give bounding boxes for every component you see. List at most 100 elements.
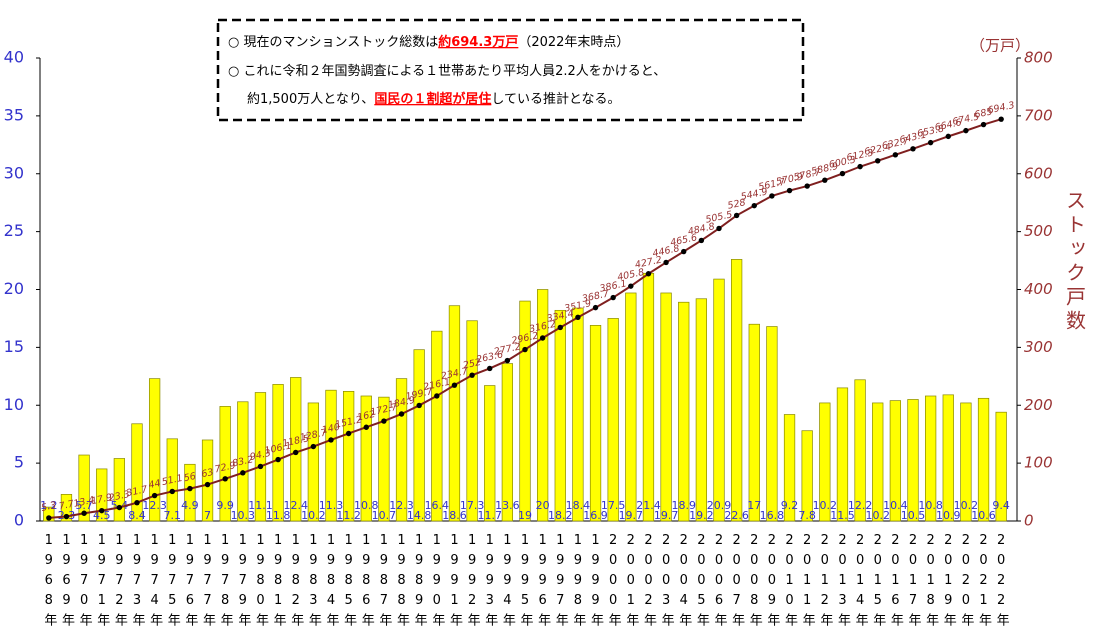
x-tick-label: 1989年 xyxy=(412,533,428,631)
bar xyxy=(642,272,655,522)
stock-point xyxy=(46,515,52,521)
stock-point xyxy=(345,430,352,437)
bar xyxy=(113,458,126,522)
bar-value-label: 16.8 xyxy=(760,509,785,522)
stock-value-label: 17.9 xyxy=(90,492,113,507)
bar-value-label: 18.2 xyxy=(548,509,573,522)
bar-value-label: 18.4 xyxy=(566,499,591,512)
bar xyxy=(378,396,390,522)
x-tick-label: 2005年 xyxy=(694,533,710,631)
x-tick-label: 1994年 xyxy=(500,533,516,631)
x-tick-label: 2008年 xyxy=(747,533,763,631)
x-tick-label: 1993年 xyxy=(482,533,498,631)
x-tick-label: 1991年 xyxy=(447,533,463,631)
bar-value-label: 12.3 xyxy=(389,499,414,512)
stock-point xyxy=(592,304,599,311)
bar xyxy=(995,411,1007,522)
bar xyxy=(554,309,566,522)
stock-point xyxy=(839,170,846,177)
bar xyxy=(60,494,73,522)
bar-value-label: 11.3 xyxy=(319,499,344,512)
bar xyxy=(730,259,743,522)
stock-point xyxy=(645,271,652,277)
bar-value-label: 13.6 xyxy=(495,499,520,512)
x-tick-label: 1969年 xyxy=(59,533,75,631)
stock-point xyxy=(116,504,123,511)
bar xyxy=(960,402,972,522)
stock-point xyxy=(945,133,951,140)
x-tick-label: 2022年 xyxy=(994,533,1010,631)
stock-point xyxy=(663,259,669,266)
stock-value-label: 23.3 xyxy=(108,489,131,504)
x-tick-label: 1998年 xyxy=(570,533,586,631)
stock-point xyxy=(63,513,70,520)
x-tick-label: 2017年 xyxy=(906,533,922,631)
x-tick-label: 1987年 xyxy=(376,533,392,631)
x-tick-label: 2012年 xyxy=(817,533,833,631)
annotation-text: している推計となる。 xyxy=(491,91,620,107)
y2-tick-label: 100 xyxy=(1024,454,1053,472)
x-tick-label: 1971年 xyxy=(94,533,110,631)
bar xyxy=(766,326,778,522)
bar-value-label: 10.5 xyxy=(901,509,926,522)
bar-value-label: 11.5 xyxy=(830,509,855,522)
bar-value-label: 19.7 xyxy=(654,509,679,522)
stock-point xyxy=(875,158,881,164)
y2-tick-label: 300 xyxy=(1024,338,1053,356)
annotation-line: ○ これに令和２年国勢調査による１世帯あたり平均人員2.2人をかけると、 xyxy=(228,64,666,79)
bar xyxy=(748,323,760,522)
bar xyxy=(783,414,796,522)
stock-value-label: 51.1 xyxy=(161,473,184,488)
stock-point xyxy=(99,507,105,514)
stock-point xyxy=(522,346,528,353)
x-tick-label: 1996年 xyxy=(535,533,551,631)
stock-point xyxy=(963,127,969,134)
bar-value-label: 22.6 xyxy=(724,509,749,522)
bar xyxy=(290,377,302,522)
bar xyxy=(660,292,672,522)
bar xyxy=(307,402,320,522)
x-tick-label: 1990年 xyxy=(429,533,445,631)
bar xyxy=(272,384,284,522)
stock-value-label: 31.7 xyxy=(126,484,149,499)
x-tick-label: 2000年 xyxy=(606,533,622,631)
bar-value-label: 12.4 xyxy=(283,499,308,512)
stock-point xyxy=(804,183,810,189)
y2-tick-label: 700 xyxy=(1024,106,1053,124)
stock-point xyxy=(151,492,158,499)
stock-point xyxy=(857,163,863,170)
bar-value-label: 11.1 xyxy=(248,499,273,512)
stock-point xyxy=(134,499,140,506)
annotation-text: ○ 現在のマンションストック総数は xyxy=(228,35,438,50)
y2-tick-label: 0 xyxy=(1024,512,1034,530)
stock-point xyxy=(769,193,775,199)
x-tick-label: 1986年 xyxy=(359,533,375,631)
x-tick-label: 2020年 xyxy=(958,533,974,631)
bar-value-label: 20.9 xyxy=(707,499,732,512)
stock-point xyxy=(539,335,546,341)
y2-tick-label: 200 xyxy=(1024,396,1053,414)
stock-point xyxy=(363,424,369,430)
bar xyxy=(43,506,55,522)
stock-point xyxy=(257,463,264,470)
stock-value-label: 685 xyxy=(974,106,994,121)
bar xyxy=(536,289,549,522)
bar xyxy=(907,399,919,522)
x-tick-label: 2021年 xyxy=(976,533,992,631)
bar-value-label: 17.5 xyxy=(601,499,626,512)
bar-value-label: 8.4 xyxy=(128,509,146,522)
bar-value-label: 12.2 xyxy=(848,499,873,512)
bar xyxy=(342,391,355,522)
bar xyxy=(607,318,619,522)
stock-point xyxy=(733,212,740,219)
x-tick-label: 1975年 xyxy=(165,533,181,631)
bar-value-label: 19 xyxy=(518,509,532,522)
x-tick-label: 2009年 xyxy=(764,533,780,631)
bar-value-label: 14.8 xyxy=(407,509,432,522)
x-tick-label: 1974年 xyxy=(147,533,163,631)
x-tick-label: 2014年 xyxy=(853,533,869,631)
y-tick-label: 20 xyxy=(4,279,24,298)
annotation-emphasis: 国民の１割超が居住 xyxy=(374,91,491,107)
stock-point xyxy=(786,187,793,194)
x-tick-label: 1982年 xyxy=(288,533,304,631)
